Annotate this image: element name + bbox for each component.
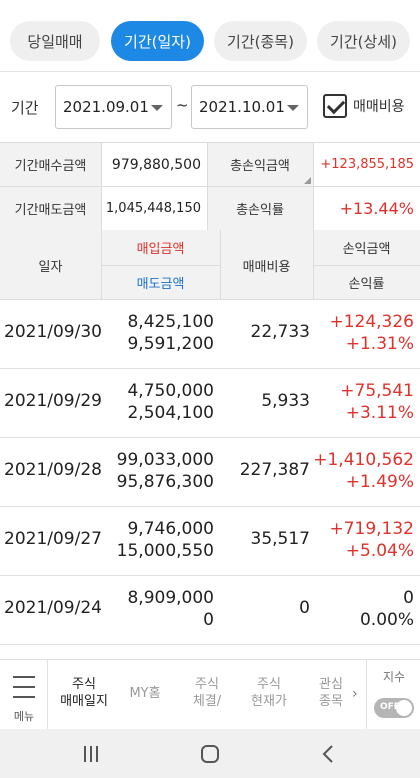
index-label: 지수: [382, 670, 406, 684]
row-fee: 22,733: [250, 322, 310, 342]
table-row[interactable]: 2021/09/24 8,909,000 0 0 0 0.00%: [0, 576, 420, 645]
toggle-label: OFF: [380, 702, 400, 712]
table-row[interactable]: 2021/09/27 9,746,000 15,000,550 35,517 +…: [0, 507, 420, 576]
row-date: 2021/09/29: [4, 391, 102, 411]
header-fee[interactable]: 매매비용: [242, 259, 291, 275]
row-date: 2021/09/27: [4, 529, 102, 549]
system-navigation-bar: [0, 729, 420, 778]
sell-total-label: 기간매도금액: [0, 187, 101, 230]
header-date[interactable]: 일자: [38, 259, 63, 275]
index-panel: 지수 OFF: [366, 660, 420, 730]
fee-checkbox-label[interactable]: 매매비용: [353, 99, 405, 115]
period-label: 기간: [11, 99, 39, 117]
buy-total-label: 기간매수금액: [0, 143, 101, 186]
row-fee: 227,387: [239, 460, 310, 480]
row-buy-amount: 4,750,000: [127, 381, 214, 401]
buy-total-value: 979,880,500: [111, 156, 201, 173]
recent-apps-icon[interactable]: [76, 741, 106, 767]
row-pl-amount: +75,541: [340, 381, 414, 401]
total-rate-value: +13.44%: [339, 199, 414, 218]
table-row[interactable]: 2021/09/29 4,750,000 2,504,100 5,933 +75…: [0, 369, 420, 438]
sell-total-value: 1,045,448,150: [105, 201, 201, 216]
row-buy-amount: 8,425,100: [127, 312, 214, 332]
nav-stock-trade-journal[interactable]: 주식 매매일지: [60, 677, 108, 709]
row-pl-rate: 0.00%: [359, 610, 414, 630]
period-summary: 기간매수금액 979,880,500 총손익금액 +123,855,185 기간…: [0, 142, 420, 231]
fee-checkbox[interactable]: [323, 94, 347, 118]
row-sell-amount: 2,504,100: [127, 403, 214, 423]
bottom-navigation: 메뉴 주식 매매일지 MY홈 주식 체결/ 주식 현재가 관심 종목 › 지수 …: [0, 659, 420, 730]
total-rate-label: 총손익률: [207, 187, 313, 230]
end-date-select[interactable]: 2021.10.01: [191, 85, 308, 129]
period-filter: 기간 2021.09.01 ~ 2021.10.01 매매비용: [0, 72, 420, 142]
nav-watchlist[interactable]: 관심 종목: [319, 677, 343, 709]
chevron-right-icon[interactable]: ›: [352, 686, 358, 702]
row-fee: 5,933: [261, 391, 310, 411]
date-range-separator: ~: [176, 96, 189, 114]
row-pl-rate: +5.04%: [345, 541, 414, 561]
tab-period-by-date[interactable]: 기간(일자): [111, 21, 204, 61]
row-pl-amount: 0: [403, 588, 414, 608]
row-sell-amount: 0: [203, 610, 214, 630]
back-icon[interactable]: [313, 741, 343, 767]
row-date: 2021/09/30: [4, 322, 102, 342]
row-date: 2021/09/28: [4, 460, 102, 480]
header-pl-amount[interactable]: 손익금액: [342, 242, 391, 257]
menu-button[interactable]: 메뉴: [0, 660, 48, 730]
home-icon[interactable]: [195, 741, 225, 767]
menu-label: 메뉴: [13, 710, 35, 723]
hamburger-menu-icon: [13, 676, 35, 678]
row-fee: 0: [299, 598, 310, 618]
dropdown-caret-icon: [287, 105, 299, 111]
table-row[interactable]: 2021/09/28 99,033,000 95,876,300 227,387…: [0, 438, 420, 507]
row-pl-rate: +1.31%: [345, 334, 414, 354]
start-date-value: 2021.09.01: [63, 98, 149, 116]
row-date: 2021/09/24: [4, 598, 102, 618]
nav-stock-current-price[interactable]: 주식 현재가: [251, 677, 287, 709]
tab-today-trades[interactable]: 당일매매: [10, 21, 100, 61]
total-pl-label: 총손익금액: [207, 143, 313, 186]
table-row[interactable]: 2021/09/30 8,425,100 9,591,200 22,733 +1…: [0, 300, 420, 369]
summary-row-buy: 기간매수금액 979,880,500 총손익금액 +123,855,185: [0, 143, 420, 187]
corner-indicator-icon: [304, 177, 311, 184]
nav-stock-execution[interactable]: 주식 체결/: [192, 677, 222, 709]
header-sell-amount[interactable]: 매도금액: [136, 277, 185, 292]
end-date-value: 2021.10.01: [199, 98, 285, 116]
row-buy-amount: 8,909,000: [127, 588, 214, 608]
row-buy-amount: 9,746,000: [127, 519, 214, 539]
row-buy-amount: 99,033,000: [116, 450, 214, 470]
row-pl-amount: +124,326: [329, 312, 414, 332]
total-pl-value: +123,855,185: [320, 157, 414, 172]
row-pl-amount: +719,132: [329, 519, 414, 539]
row-sell-amount: 9,591,200: [127, 334, 214, 354]
summary-row-sell: 기간매도금액 1,045,448,150 총손익률 +13.44%: [0, 187, 420, 231]
header-pl-rate[interactable]: 손익률: [348, 277, 385, 292]
start-date-select[interactable]: 2021.09.01: [55, 85, 172, 129]
trade-table-header: 일자 매입금액 매도금액 매매비용 손익금액 손익률: [0, 230, 420, 300]
row-fee: 35,517: [250, 529, 310, 549]
nav-my-home[interactable]: MY홈: [129, 686, 161, 701]
index-toggle[interactable]: OFF: [374, 698, 414, 718]
period-tabs: 당일매매 기간(일자) 기간(종목) 기간(상세): [0, 0, 420, 72]
tab-period-by-stock[interactable]: 기간(종목): [214, 21, 307, 61]
header-buy-amount[interactable]: 매입금액: [136, 242, 185, 257]
tab-period-detail[interactable]: 기간(상세): [317, 21, 410, 61]
row-pl-amount: +1,410,562: [313, 450, 414, 470]
dropdown-caret-icon: [151, 105, 163, 111]
row-pl-rate: +1.49%: [345, 472, 414, 492]
row-pl-rate: +3.11%: [345, 403, 414, 423]
row-sell-amount: 95,876,300: [116, 472, 214, 492]
row-sell-amount: 15,000,550: [116, 541, 214, 561]
